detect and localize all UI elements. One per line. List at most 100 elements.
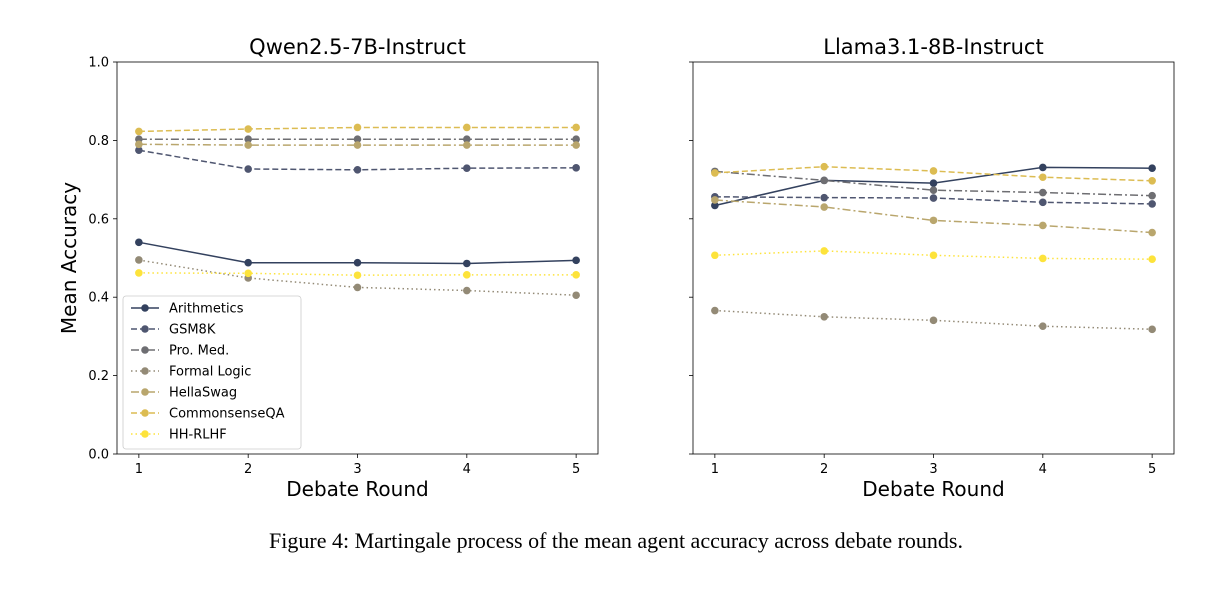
series-line [714,250,1153,260]
data-point [1039,188,1047,197]
legend-label: Pro. Med. [169,344,229,359]
legend-label: GSM8K [169,323,216,338]
x-axis-label: Debate Round [862,477,1004,501]
series-hh-rlhf [135,269,580,280]
data-point [244,269,252,278]
data-point [463,164,471,173]
data-point [244,141,252,149]
series-hellaswag [711,196,1156,237]
x-tick-label: 2 [244,462,252,477]
data-point [1039,173,1047,182]
data-point [353,258,362,267]
data-point [711,306,719,315]
series-gsm8k [135,146,580,174]
series-formal-logic [711,306,1156,334]
legend-label: Formal Logic [169,365,251,380]
data-point [1148,200,1156,208]
data-point [1148,164,1156,173]
data-point [1148,255,1156,263]
x-tick-label: 1 [135,462,143,477]
series-formal-logic [135,256,580,300]
data-point [353,123,362,132]
data-point [572,291,580,300]
x-tick-label: 4 [1039,462,1047,477]
data-point [353,141,362,149]
data-point [711,196,719,204]
legend-marker [141,430,149,438]
y-tick-label: 0.4 [88,291,109,306]
data-point [463,271,471,279]
data-point [572,135,580,144]
chart-title: Qwen2.5-7B-Instruct [249,35,466,59]
series-commonsenseqa [135,123,580,136]
data-point [463,286,471,295]
x-tick-label: 5 [1148,462,1156,477]
y-tick-label: 0.6 [88,212,109,227]
x-tick-label: 3 [929,462,937,477]
series-line [138,143,577,146]
data-point [820,193,828,202]
data-point [135,140,143,149]
series-line [714,199,1153,234]
data-point [244,135,252,144]
legend-marker [141,388,149,396]
data-point [244,125,252,133]
x-tick-label: 3 [353,462,361,477]
x-tick-label: 4 [463,462,471,477]
legend-label: Arithmetics [169,302,244,317]
data-point [353,283,362,292]
legend-label: HH-RLHF [169,428,227,443]
data-point [572,164,580,172]
data-point [711,169,719,177]
data-point [463,259,471,268]
data-point [353,271,362,280]
data-point [929,216,938,225]
series-line [138,272,577,276]
data-point [820,203,828,211]
data-point [463,135,471,144]
data-point [1148,176,1156,185]
data-point [572,256,580,265]
chart-title: Llama3.1-8B-Instruct [823,35,1043,59]
data-point [1148,228,1156,237]
figure: Qwen2.5-7B-Instruct 1 2 3 4 5 0.0 0.2 0.4 0.6 0.8 1… [57,35,1175,501]
panel-llama: Llama3.1-8B-Instruct 1 2 3 4 5 Debate Round [689,35,1175,501]
data-point [929,194,938,202]
y-tick-label: 1.0 [88,56,109,71]
data-point [1148,325,1156,334]
data-point [1039,322,1047,331]
data-point [244,165,252,173]
series-gsm8k [711,193,1156,208]
data-point [463,123,471,132]
series-hh-rlhf [711,247,1156,263]
data-point [929,316,938,325]
data-point [572,271,580,279]
data-point [1039,221,1047,230]
legend-marker [141,346,149,354]
legend-label: HellaSwag [169,386,237,401]
data-point [463,141,471,149]
panel-qwen: Qwen2.5-7B-Instruct 1 2 3 4 5 0.0 0.2 0.4 0.6 0.8 1… [57,35,599,501]
x-tick-label: 5 [572,462,580,477]
data-point [572,123,580,132]
data-point [929,179,938,187]
data-point [711,251,719,260]
legend-box [122,295,302,450]
data-point [820,162,828,171]
series-commonsenseqa [711,162,1156,185]
data-point [353,166,362,174]
data-point [572,141,580,149]
legend-marker [141,409,149,417]
y-axis-label: Mean Accuracy [57,182,81,334]
data-point [820,247,828,255]
data-point [929,186,938,194]
y-tick-label: 0.8 [88,134,109,149]
data-point [820,313,828,321]
legend-marker [141,325,149,333]
data-point [244,258,252,267]
data-point [1148,191,1156,200]
data-point [820,176,828,185]
data-point [135,269,143,277]
legend-marker [141,367,149,375]
data-point [135,127,143,136]
